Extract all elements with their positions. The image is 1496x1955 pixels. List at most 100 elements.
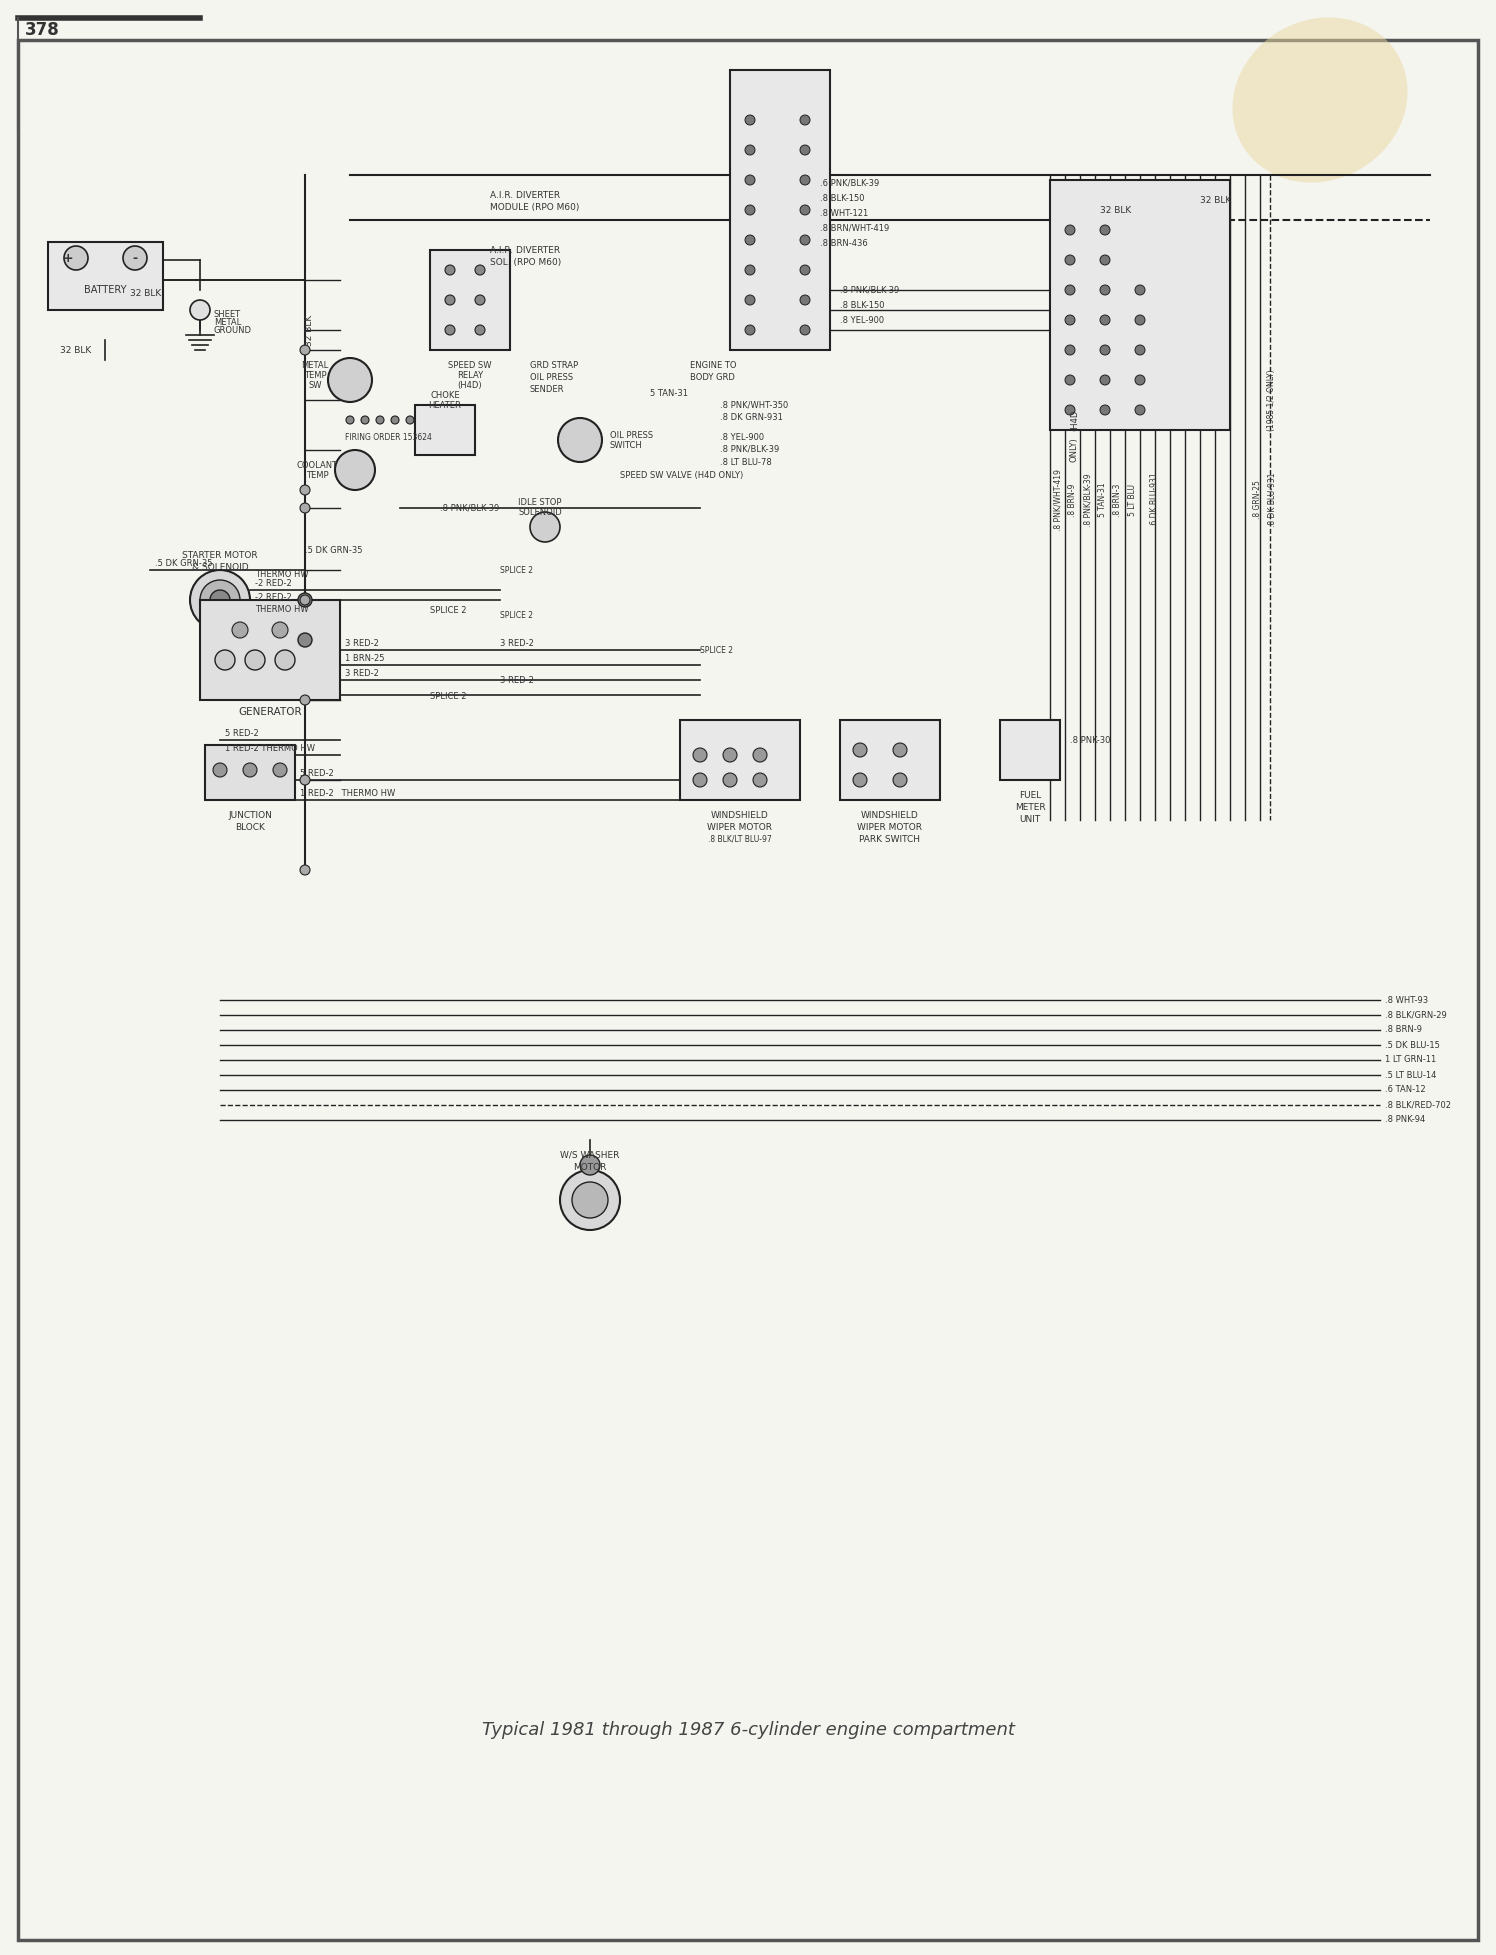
- Circle shape: [580, 1155, 600, 1175]
- Circle shape: [1065, 254, 1076, 266]
- Text: (H4D: (H4D: [1070, 409, 1079, 430]
- Text: WINDSHIELD: WINDSHIELD: [711, 811, 769, 819]
- Text: .5 DK GRN-35: .5 DK GRN-35: [305, 545, 362, 555]
- Circle shape: [301, 864, 310, 876]
- Text: -2 RED-2: -2 RED-2: [254, 579, 292, 588]
- Circle shape: [335, 450, 375, 491]
- Text: STARTER MOTOR: STARTER MOTOR: [183, 551, 257, 559]
- Text: .6 PNK/BLK-39: .6 PNK/BLK-39: [820, 178, 880, 188]
- Circle shape: [1135, 375, 1144, 385]
- Circle shape: [242, 762, 257, 776]
- Text: .5 LT BLU-14: .5 LT BLU-14: [1385, 1071, 1436, 1079]
- Bar: [730, 70, 830, 350]
- Circle shape: [375, 416, 384, 424]
- Text: .8 PNK-30: .8 PNK-30: [1070, 735, 1110, 745]
- Circle shape: [123, 246, 147, 270]
- Text: TEMP: TEMP: [305, 471, 328, 479]
- Circle shape: [745, 295, 755, 305]
- Circle shape: [209, 590, 230, 610]
- Bar: [205, 745, 295, 800]
- Circle shape: [1065, 344, 1076, 356]
- Text: .8 BLK-150: .8 BLK-150: [839, 301, 884, 309]
- Circle shape: [1135, 285, 1144, 295]
- Circle shape: [301, 694, 310, 706]
- Circle shape: [800, 115, 809, 125]
- Bar: [1050, 180, 1230, 430]
- Text: ONLY): ONLY): [1070, 438, 1079, 463]
- Text: WIPER MOTOR: WIPER MOTOR: [708, 823, 772, 831]
- Circle shape: [1065, 375, 1076, 385]
- Text: 3 RED-2: 3 RED-2: [346, 639, 378, 647]
- Circle shape: [390, 416, 399, 424]
- Text: 32 BLK: 32 BLK: [60, 346, 91, 354]
- Circle shape: [64, 246, 88, 270]
- Circle shape: [893, 772, 907, 788]
- Text: BLOCK: BLOCK: [235, 823, 265, 831]
- Circle shape: [476, 266, 485, 276]
- Circle shape: [693, 749, 708, 762]
- Circle shape: [745, 205, 755, 215]
- Text: 1 BRN-25: 1 BRN-25: [346, 653, 384, 663]
- Text: BATTERY: BATTERY: [84, 285, 126, 295]
- Text: 1 RED-2 THERMO HW: 1 RED-2 THERMO HW: [224, 743, 316, 753]
- Circle shape: [800, 295, 809, 305]
- Text: SPLICE 2: SPLICE 2: [429, 692, 467, 700]
- Text: SOLENOID: SOLENOID: [518, 508, 562, 516]
- Circle shape: [444, 325, 455, 334]
- Text: MODULE (RPO M60): MODULE (RPO M60): [491, 203, 579, 211]
- Circle shape: [444, 295, 455, 305]
- Circle shape: [1100, 285, 1110, 295]
- Bar: [839, 719, 939, 800]
- Circle shape: [745, 266, 755, 276]
- Circle shape: [272, 622, 289, 637]
- Circle shape: [405, 416, 414, 424]
- Text: OIL PRESS: OIL PRESS: [530, 373, 573, 381]
- Text: .8 PNK/BLK-39: .8 PNK/BLK-39: [839, 285, 899, 295]
- Circle shape: [853, 772, 868, 788]
- Circle shape: [1100, 375, 1110, 385]
- Text: .8 PNK/WHT-419: .8 PNK/WHT-419: [1053, 469, 1062, 532]
- Circle shape: [800, 205, 809, 215]
- Text: .8 BRN-436: .8 BRN-436: [820, 239, 868, 248]
- Circle shape: [530, 512, 560, 542]
- Text: SWITCH: SWITCH: [610, 440, 643, 450]
- Text: .8 BRN-3: .8 BRN-3: [1113, 483, 1122, 516]
- Text: GROUND: GROUND: [214, 326, 251, 334]
- Text: METAL: METAL: [214, 319, 241, 326]
- Text: SHEET: SHEET: [214, 311, 241, 319]
- Text: IDLE STOP: IDLE STOP: [518, 497, 562, 506]
- Text: .8 BLK-150: .8 BLK-150: [820, 194, 865, 203]
- Circle shape: [190, 571, 250, 630]
- Text: JUNCTION: JUNCTION: [227, 811, 272, 819]
- Text: THERMO HW: THERMO HW: [254, 569, 308, 579]
- Text: 1 RED-2   THERMO HW: 1 RED-2 THERMO HW: [301, 788, 395, 798]
- Circle shape: [745, 115, 755, 125]
- Text: METAL: METAL: [301, 360, 329, 369]
- Circle shape: [723, 772, 738, 788]
- Text: GRD STRAP: GRD STRAP: [530, 360, 577, 369]
- Text: WINDSHIELD: WINDSHIELD: [862, 811, 919, 819]
- Circle shape: [745, 325, 755, 334]
- Circle shape: [190, 299, 209, 321]
- Text: SPLICE 2: SPLICE 2: [700, 645, 733, 655]
- Text: .8 BLK/LT BLU-97: .8 BLK/LT BLU-97: [708, 835, 772, 843]
- Circle shape: [444, 266, 455, 276]
- Text: CHOKE: CHOKE: [431, 391, 459, 399]
- Circle shape: [200, 581, 239, 620]
- Circle shape: [752, 772, 767, 788]
- Circle shape: [571, 1183, 607, 1218]
- Circle shape: [232, 622, 248, 637]
- Circle shape: [1100, 405, 1110, 414]
- Bar: [414, 405, 476, 456]
- Circle shape: [301, 502, 310, 512]
- Text: 1 LT GRN-11: 1 LT GRN-11: [1385, 1056, 1436, 1065]
- Text: (1985 1/2 ONLY): (1985 1/2 ONLY): [1267, 369, 1276, 430]
- Circle shape: [1100, 254, 1110, 266]
- Text: 5 RED-2: 5 RED-2: [301, 768, 334, 778]
- Circle shape: [1135, 344, 1144, 356]
- Circle shape: [275, 649, 295, 671]
- Text: OIL PRESS: OIL PRESS: [610, 430, 654, 440]
- Circle shape: [212, 762, 227, 776]
- Text: Typical 1981 through 1987 6-cylinder engine compartment: Typical 1981 through 1987 6-cylinder eng…: [482, 1720, 1014, 1740]
- Text: 5 TAN-31: 5 TAN-31: [649, 389, 688, 397]
